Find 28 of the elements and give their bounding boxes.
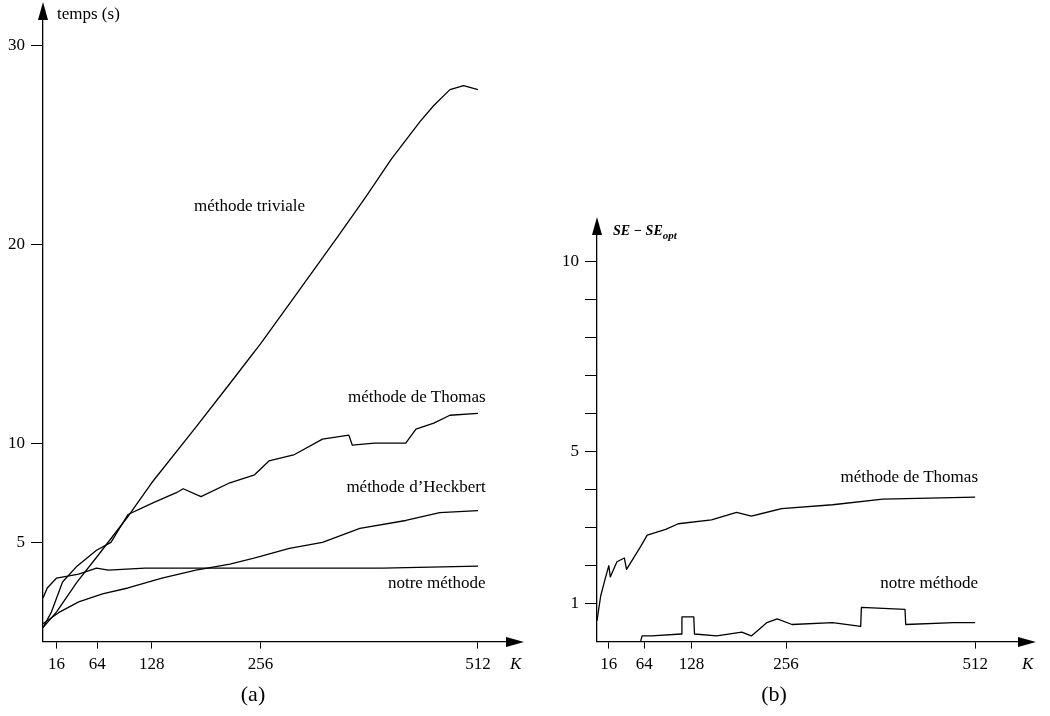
y-tick-label: 1 [570, 593, 579, 613]
y-tick-label: 10 [8, 432, 25, 452]
series-label: notre méthode [880, 572, 979, 592]
series-label: méthode de Thomas [840, 466, 979, 486]
y-axis-title: temps (s) [57, 3, 120, 23]
series-label: notre méthode [387, 572, 486, 592]
x-tick-label: 256 [773, 654, 799, 674]
series-label: méthode de Thomas [348, 386, 486, 406]
x-axis-title: K [1021, 653, 1035, 673]
x-tick-label: 256 [247, 654, 274, 674]
text: méthode triviale [194, 196, 305, 216]
text: (a) [240, 680, 266, 706]
x-tick-label: 128 [138, 654, 165, 674]
x-axis-title: K [509, 653, 523, 673]
x-tick-label: 16 [600, 654, 618, 674]
x-tick-label: 64 [88, 654, 107, 674]
y-tick-label: 30 [8, 35, 25, 55]
x-tick-label: 128 [678, 654, 705, 674]
y-tick-label: 10 [562, 250, 579, 270]
x-tick-label: 512 [465, 654, 491, 674]
y-tick-label: 20 [8, 233, 25, 253]
y-tick-label: 5 [16, 531, 25, 551]
y-tick-label: 5 [570, 440, 579, 460]
text: (b) [761, 680, 787, 706]
series-label: méthode d’Heckbert [346, 476, 486, 496]
x-tick-label: 16 [48, 654, 66, 674]
x-tick-label: 64 [635, 654, 654, 674]
x-tick-label: 512 [962, 654, 988, 674]
